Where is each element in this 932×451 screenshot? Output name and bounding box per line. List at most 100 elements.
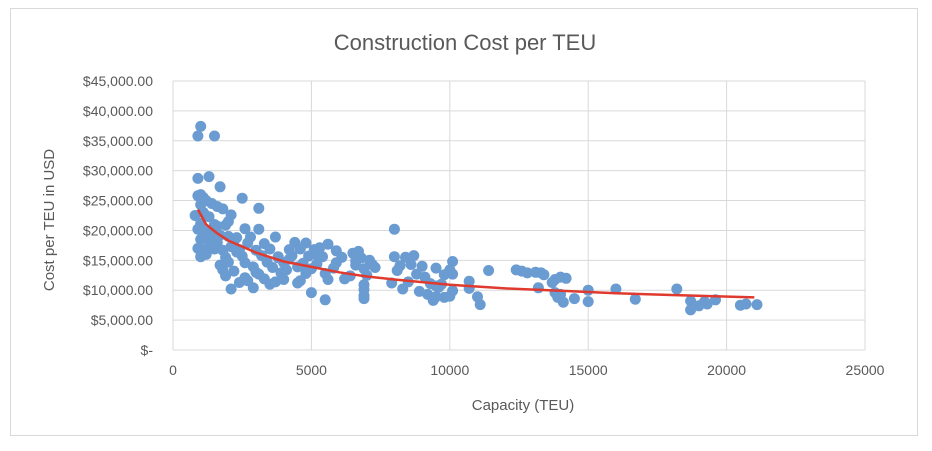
data-point bbox=[740, 298, 752, 310]
data-point bbox=[195, 199, 207, 211]
data-point bbox=[203, 171, 215, 183]
data-point bbox=[292, 277, 304, 289]
data-point bbox=[253, 223, 265, 235]
data-point bbox=[693, 300, 705, 312]
data-point bbox=[444, 290, 456, 302]
data-point bbox=[233, 277, 245, 288]
y-tick-label: $5,000.00 bbox=[91, 312, 153, 328]
data-point bbox=[269, 231, 281, 243]
data-point bbox=[610, 283, 622, 295]
data-point bbox=[369, 262, 381, 273]
chart-frame bbox=[10, 8, 918, 436]
data-point bbox=[430, 262, 442, 274]
data-point bbox=[222, 216, 234, 227]
y-tick-label: $10,000.00 bbox=[83, 282, 153, 298]
x-tick-label: 5000 bbox=[296, 362, 327, 378]
chart-title: Construction Cost per TEU bbox=[334, 30, 596, 55]
data-point bbox=[322, 274, 334, 285]
data-point bbox=[388, 251, 400, 263]
data-point bbox=[192, 223, 204, 235]
data-point bbox=[339, 273, 351, 285]
data-point bbox=[350, 255, 362, 267]
data-point bbox=[222, 256, 234, 268]
y-tick-label: $30,000.00 bbox=[83, 163, 153, 179]
data-point bbox=[264, 243, 276, 255]
x-tick-labels: 0 5000 10000 15000 20000 25000 bbox=[169, 362, 885, 378]
data-point bbox=[225, 283, 237, 295]
data-point bbox=[358, 293, 370, 305]
data-point bbox=[671, 283, 683, 295]
data-point bbox=[419, 271, 431, 283]
data-point bbox=[560, 272, 572, 284]
x-tick-label: 0 bbox=[169, 362, 177, 378]
data-point bbox=[189, 210, 201, 221]
y-tick-label: $20,000.00 bbox=[83, 222, 153, 238]
x-axis-label: Capacity (TEU) bbox=[472, 397, 575, 414]
data-point bbox=[416, 260, 428, 272]
data-point bbox=[521, 267, 533, 279]
data-point bbox=[538, 269, 550, 281]
data-point bbox=[269, 276, 281, 288]
data-point bbox=[278, 274, 290, 285]
data-point bbox=[701, 298, 713, 310]
y-tick-label: $45,000.00 bbox=[83, 73, 153, 89]
data-point bbox=[267, 262, 279, 273]
data-point bbox=[751, 299, 763, 311]
data-point bbox=[685, 304, 697, 316]
data-point bbox=[242, 275, 254, 287]
data-point bbox=[430, 291, 442, 303]
data-point bbox=[408, 250, 420, 262]
data-point bbox=[206, 239, 218, 251]
data-point bbox=[546, 277, 558, 288]
data-point bbox=[685, 295, 697, 307]
x-tick-label: 10000 bbox=[430, 362, 469, 378]
data-point bbox=[447, 268, 459, 280]
data-point bbox=[411, 268, 423, 280]
data-point bbox=[474, 299, 486, 311]
data-point bbox=[532, 282, 544, 294]
y-tick-label: $- bbox=[141, 342, 154, 358]
data-point bbox=[388, 223, 400, 235]
data-point bbox=[568, 293, 580, 305]
data-point bbox=[305, 287, 317, 299]
data-point bbox=[253, 268, 265, 280]
data-point bbox=[483, 265, 495, 276]
y-tick-label: $15,000.00 bbox=[83, 252, 153, 268]
data-point bbox=[463, 282, 475, 294]
data-point bbox=[438, 269, 450, 281]
x-tick-label: 25000 bbox=[846, 362, 885, 378]
data-point bbox=[413, 285, 425, 297]
data-point bbox=[294, 243, 306, 255]
data-point bbox=[281, 264, 292, 276]
data-point bbox=[397, 283, 409, 295]
data-point bbox=[203, 211, 215, 223]
data-point bbox=[319, 294, 331, 306]
data-point bbox=[391, 265, 403, 276]
data-point bbox=[405, 259, 417, 270]
data-point bbox=[447, 256, 459, 267]
y-axis-label: Cost per TEU in USD bbox=[41, 149, 58, 291]
data-point bbox=[217, 264, 229, 276]
data-point bbox=[211, 220, 223, 232]
data-point bbox=[322, 238, 334, 250]
data-point bbox=[242, 237, 254, 249]
y-tick-label: $40,000.00 bbox=[83, 103, 153, 119]
data-point bbox=[236, 192, 248, 204]
y-tick-label: $25,000.00 bbox=[83, 193, 153, 209]
x-tick-label: 20000 bbox=[707, 362, 746, 378]
vertical-gridlines bbox=[172, 81, 866, 350]
y-tick-labels: $- $5,000.00 $10,000.00 $15,000.00 $20,000.0… bbox=[83, 73, 153, 358]
data-point bbox=[311, 249, 323, 261]
data-point bbox=[253, 202, 265, 214]
data-point bbox=[217, 203, 229, 215]
data-point bbox=[195, 233, 207, 245]
data-point bbox=[214, 181, 226, 193]
data-points bbox=[189, 120, 763, 316]
data-point bbox=[582, 296, 594, 308]
data-point bbox=[629, 293, 641, 305]
y-tick-label: $35,000.00 bbox=[83, 133, 153, 149]
data-point bbox=[239, 223, 251, 235]
data-point bbox=[552, 289, 564, 301]
data-point bbox=[192, 130, 204, 142]
